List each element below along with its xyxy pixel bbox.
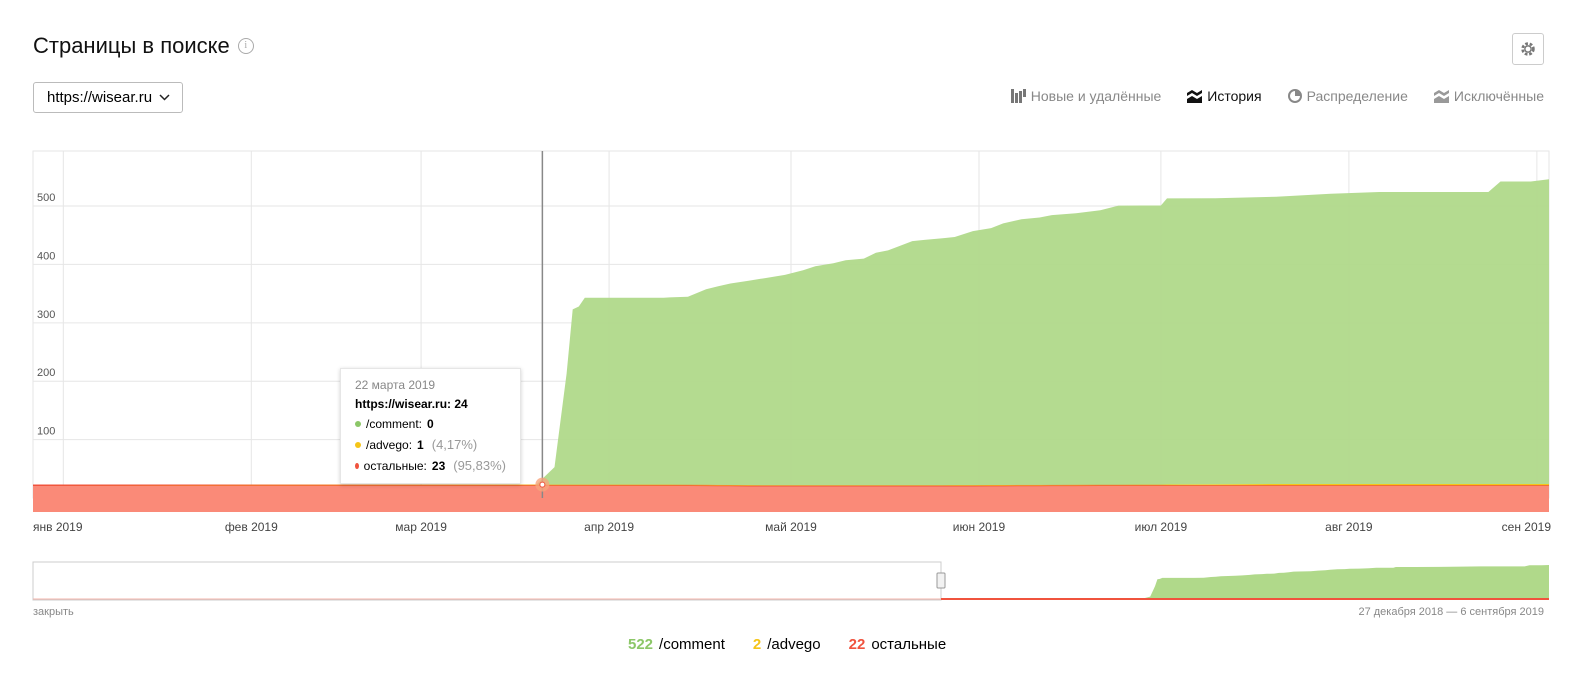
tooltip-date: 22 марта 2019 <box>355 378 436 392</box>
legend-advego-value: 2 <box>752 636 762 653</box>
x-tick-label: май 2019 <box>765 520 817 534</box>
legend-item-comment[interactable]: 522 /comment <box>628 636 725 653</box>
tab-distribution-label: Распределение <box>1306 88 1408 104</box>
legend-comment-value: 522 <box>628 636 654 653</box>
tab-excluded-label: Исключённые <box>1453 88 1544 104</box>
cursor-marker <box>539 481 546 488</box>
tab-history-label: История <box>1207 88 1262 104</box>
tooltip-dot-other <box>355 462 359 469</box>
legend-advego-label: /advego <box>767 636 821 653</box>
tab-excluded[interactable]: Исключённые <box>1433 88 1544 104</box>
tooltip-advego-label: /advego: <box>366 437 413 452</box>
view-tabs: Новые и удалённые История Распределение … <box>1010 88 1544 104</box>
x-tick-label: июл 2019 <box>1135 520 1188 534</box>
tooltip-dot-advego <box>355 441 361 448</box>
tooltip-row-comment: /comment: 0 <box>355 417 506 431</box>
legend-item-other[interactable]: 22 остальные <box>849 636 947 653</box>
navigator-selected-window <box>32 561 942 601</box>
tab-new-deleted[interactable]: Новые и удалённые <box>1010 88 1162 104</box>
area-остальные-series <box>33 485 1549 512</box>
tooltip-other-pct: (95,83%) <box>453 458 506 473</box>
y-tick-label: 300 <box>37 309 55 321</box>
chart-tooltip: 22 марта 2019 https://wisear.ru: 24 /com… <box>340 368 521 484</box>
x-tick-label: фев 2019 <box>225 520 278 534</box>
tab-history[interactable]: История <box>1187 88 1262 104</box>
x-tick-label: июн 2019 <box>953 520 1006 534</box>
navigator-close-link[interactable]: закрыть <box>33 606 74 618</box>
chart-legend: 522 /comment 2 /advego 22 остальные <box>628 636 946 653</box>
history-chart[interactable]: 0 100 200 300 400 500 янв 2019 фев 2019 мар 2019… <box>0 140 1590 630</box>
chevron-down-icon <box>159 94 170 101</box>
area-comment-series <box>33 179 1549 486</box>
tooltip-advego-value: 1 <box>417 437 424 452</box>
page-title: Страницы в поиске <box>33 33 230 58</box>
tooltip-host-label: https://wisear.ru: <box>355 397 452 411</box>
settings-button[interactable] <box>1512 33 1544 65</box>
history-icon <box>1187 90 1203 103</box>
tooltip-row-advego: /advego: 1 (4,17%) <box>355 437 506 452</box>
tooltip-comment-value: 0 <box>427 417 434 431</box>
tooltip-dot-comment <box>355 421 361 427</box>
excluded-icon <box>1433 90 1449 103</box>
tooltip-other-value: 23 <box>431 458 446 473</box>
x-tick-label: авг 2019 <box>1325 520 1373 534</box>
tab-new-deleted-label: Новые и удалённые <box>1030 88 1162 104</box>
y-tick-label: 400 <box>37 250 55 262</box>
tooltip-other-label: остальные: <box>363 458 427 473</box>
pie-icon <box>1287 89 1302 103</box>
tooltip-advego-pct: (4,17%) <box>431 437 478 452</box>
tooltip-comment-label: /comment: <box>366 417 423 431</box>
legend-item-advego[interactable]: 2 /advego <box>753 636 821 653</box>
x-tick-label: мар 2019 <box>395 520 447 534</box>
gear-icon <box>1521 42 1535 56</box>
y-tick-label: 200 <box>37 367 55 379</box>
tooltip-host: https://wisear.ru: 24 <box>355 397 506 411</box>
y-tick-label: 100 <box>37 426 55 438</box>
tooltip-row-other: остальные: 23 (95,83%) <box>355 458 506 473</box>
x-tick-label: сен 2019 <box>1502 520 1552 534</box>
legend-comment-label: /comment <box>659 636 725 653</box>
navigator-range-label: 27 декабря 2018 — 6 сентября 2019 <box>1358 606 1544 618</box>
bars-icon <box>1010 89 1026 103</box>
y-tick-label: 500 <box>37 192 55 204</box>
x-tick-label: апр 2019 <box>584 520 634 534</box>
navigator-comment-area <box>941 565 1549 600</box>
navigator-handle <box>936 572 946 589</box>
area-advego-series <box>33 484 1549 486</box>
legend-other-label: остальные <box>871 636 947 653</box>
x-tick-label: янв 2019 <box>33 520 83 534</box>
host-select[interactable]: https://wisear.ru <box>33 82 184 113</box>
title-row: Страницы в поиске i <box>33 33 254 59</box>
legend-other-value: 22 <box>848 636 866 653</box>
tooltip-host-value: 24 <box>454 397 468 411</box>
host-select-value: https://wisear.ru <box>47 89 153 106</box>
tab-distribution[interactable]: Распределение <box>1287 88 1408 104</box>
info-icon[interactable]: i <box>237 38 254 54</box>
